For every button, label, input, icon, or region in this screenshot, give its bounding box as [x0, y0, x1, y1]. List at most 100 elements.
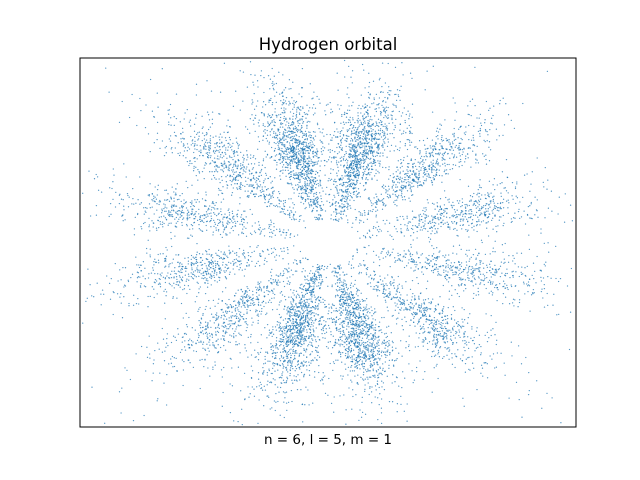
scatter-point — [153, 200, 156, 202]
scatter-point — [327, 149, 330, 151]
scatter-point — [344, 76, 346, 78]
scatter-point — [161, 221, 164, 223]
scatter-point — [344, 159, 347, 162]
scatter-point — [397, 177, 400, 180]
scatter-point — [514, 217, 516, 219]
scatter-point — [276, 281, 279, 283]
scatter-point — [466, 153, 469, 155]
scatter-point — [288, 271, 290, 273]
scatter-point — [188, 275, 190, 278]
scatter-point — [257, 228, 260, 230]
scatter-point — [270, 228, 272, 231]
scatter-point — [334, 296, 337, 298]
scatter-point — [482, 375, 484, 377]
scatter-point — [348, 171, 350, 173]
scatter-point — [169, 140, 172, 142]
scatter-point — [248, 184, 250, 186]
scatter-point — [230, 317, 233, 319]
scatter-point — [307, 177, 310, 179]
scatter-point — [374, 319, 377, 321]
scatter-point — [314, 296, 316, 298]
scatter-point — [526, 283, 528, 285]
scatter-point — [118, 391, 121, 393]
scatter-point — [432, 177, 434, 179]
scatter-point — [355, 146, 357, 148]
scatter-point — [450, 331, 452, 333]
scatter-point — [361, 360, 363, 362]
scatter-point — [460, 262, 463, 264]
scatter-point — [250, 354, 253, 356]
scatter-point — [304, 138, 306, 141]
scatter-point — [315, 193, 318, 196]
scatter-point — [174, 218, 176, 220]
scatter-point — [398, 182, 401, 184]
scatter-point — [354, 279, 356, 282]
scatter-point — [225, 330, 227, 332]
scatter-point — [354, 311, 356, 314]
scatter-point — [512, 276, 514, 278]
scatter-point — [330, 108, 332, 110]
scatter-point — [484, 122, 486, 124]
scatter-point — [455, 223, 458, 225]
scatter-point — [540, 280, 543, 282]
scatter-point — [380, 283, 382, 286]
scatter-point — [471, 362, 474, 364]
scatter-point — [268, 334, 270, 336]
scatter-point — [169, 273, 172, 275]
scatter-point — [257, 422, 259, 425]
scatter-point — [156, 92, 158, 94]
scatter-point — [170, 238, 172, 240]
scatter-point — [313, 193, 315, 195]
scatter-point — [403, 184, 405, 187]
scatter-point — [312, 334, 314, 336]
scatter-point — [360, 352, 362, 355]
scatter-point — [318, 175, 320, 177]
scatter-point — [530, 183, 532, 185]
scatter-point — [526, 265, 528, 268]
scatter-point — [351, 145, 354, 147]
scatter-point — [289, 128, 291, 130]
scatter-point — [366, 140, 368, 143]
scatter-point — [400, 294, 402, 296]
scatter-point — [220, 213, 223, 216]
scatter-point — [289, 183, 291, 185]
scatter-point — [165, 189, 168, 191]
scatter-point — [163, 215, 165, 217]
scatter-point — [278, 142, 280, 145]
scatter-point — [192, 228, 194, 230]
scatter-point — [464, 371, 467, 373]
scatter-point — [302, 159, 304, 162]
scatter-point — [424, 174, 426, 176]
scatter-point — [402, 199, 404, 201]
scatter-point — [531, 171, 533, 173]
scatter-point — [373, 97, 375, 99]
scatter-point — [482, 206, 484, 209]
scatter-point — [456, 200, 459, 202]
scatter-point — [357, 139, 359, 141]
scatter-point — [150, 272, 153, 274]
scatter-point — [377, 286, 379, 289]
scatter-point — [240, 316, 242, 318]
scatter-point — [373, 363, 376, 365]
scatter-point — [115, 191, 117, 194]
scatter-point — [296, 364, 299, 366]
scatter-point — [253, 388, 255, 390]
scatter-point — [238, 343, 240, 345]
scatter-point — [175, 117, 178, 120]
scatter-point — [503, 124, 506, 126]
scatter-point — [272, 378, 274, 380]
scatter-point — [389, 196, 392, 198]
scatter-point — [374, 108, 376, 110]
scatter-point — [435, 257, 438, 259]
scatter-point — [359, 134, 362, 137]
scatter-point — [282, 270, 285, 272]
scatter-point — [461, 148, 464, 151]
scatter-point — [271, 356, 274, 358]
scatter-point — [215, 170, 217, 172]
scatter-point — [379, 77, 381, 80]
scatter-point — [320, 160, 322, 162]
scatter-point — [505, 103, 507, 105]
scatter-point — [363, 172, 365, 174]
scatter-point — [456, 234, 458, 237]
scatter-point — [338, 212, 340, 214]
